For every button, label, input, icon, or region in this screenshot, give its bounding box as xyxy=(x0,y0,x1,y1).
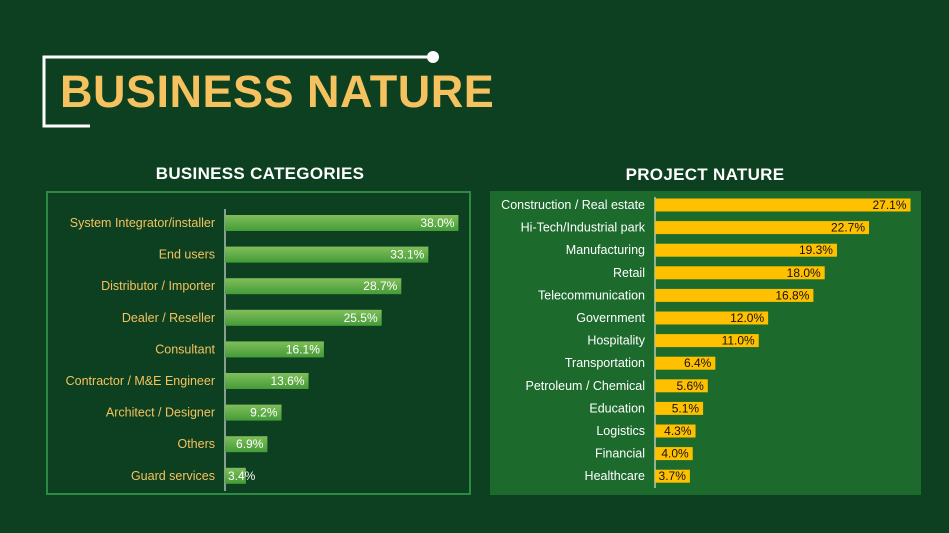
business-categories-category-label: Contractor / M&E Engineer xyxy=(66,374,215,388)
project-nature-value-label: 18.0% xyxy=(787,266,821,280)
project-nature-category-label: Hi-Tech/Industrial park xyxy=(521,221,646,235)
project-nature-value-label: 5.6% xyxy=(676,379,704,393)
project-nature-category-label: Telecommunication xyxy=(538,288,645,302)
project-nature-bar xyxy=(655,311,769,325)
business-categories-panel xyxy=(46,191,471,495)
project-nature-value-label: 16.8% xyxy=(775,288,809,302)
project-nature-value-label: 4.3% xyxy=(664,424,692,438)
business-categories-bar xyxy=(225,215,459,231)
project-nature-bar xyxy=(655,243,837,257)
business-categories-category-label: Distributor / Importer xyxy=(101,279,215,293)
page-title: BUSINESS NATURE xyxy=(60,66,495,117)
project-nature-bar xyxy=(655,447,693,461)
project-nature-category-label: Retail xyxy=(613,266,645,280)
business-categories-value-label: 16.1% xyxy=(286,342,320,356)
project-nature-category-label: Healthcare xyxy=(585,469,645,483)
project-nature-bar xyxy=(655,334,759,348)
project-nature-value-label: 12.0% xyxy=(730,311,764,325)
project-nature-value-label: 27.1% xyxy=(872,198,906,212)
business-categories-value-label: 28.7% xyxy=(363,279,397,293)
business-categories-category-label: Guard services xyxy=(131,469,215,483)
project-nature-value-label: 6.4% xyxy=(684,356,712,370)
project-nature-value-label: 5.1% xyxy=(672,401,700,415)
project-nature-value-label: 11.0% xyxy=(722,334,755,348)
business-categories-bar xyxy=(225,341,324,358)
project-nature-category-label: Hospitality xyxy=(587,334,645,348)
project-nature-bar xyxy=(655,221,870,235)
business-categories-category-label: System Integrator/installer xyxy=(70,216,215,230)
project-nature-bar xyxy=(655,198,911,212)
project-nature-value-label: 19.3% xyxy=(799,243,833,257)
project-nature-category-label: Transportation xyxy=(565,356,645,370)
project-nature-bar xyxy=(655,401,704,415)
business-categories-value-label: 25.5% xyxy=(344,311,378,325)
business-categories-value-label: 33.1% xyxy=(390,248,424,262)
business-categories-category-label: Dealer / Reseller xyxy=(122,311,215,325)
business-categories-value-label: 13.6% xyxy=(271,374,305,388)
business-categories-value-label: 3.4% xyxy=(228,469,256,483)
business-categories-bar xyxy=(225,246,429,263)
project-nature-category-label: Education xyxy=(589,401,645,415)
project-nature-category-label: Financial xyxy=(595,447,645,461)
project-nature-bar xyxy=(655,379,708,393)
business-categories-bar xyxy=(225,467,246,484)
project-nature-title: PROJECT NATURE xyxy=(625,165,785,184)
project-nature-value-label: 22.7% xyxy=(831,221,865,235)
project-nature-category-label: Logistics xyxy=(596,424,645,438)
business-categories-bar xyxy=(225,309,382,326)
title-frame xyxy=(42,51,439,128)
business-categories-category-label: Consultant xyxy=(155,342,215,356)
business-categories-bar xyxy=(225,373,309,389)
project-nature-category-label: Government xyxy=(576,311,645,325)
business-categories-bar xyxy=(225,436,268,453)
business-categories-value-label: 38.0% xyxy=(420,216,454,230)
business-categories-category-label: Others xyxy=(177,437,215,451)
project-nature-bar xyxy=(655,266,825,280)
project-nature-value-label: 4.0% xyxy=(661,447,689,461)
business-categories-value-label: 6.9% xyxy=(236,437,264,451)
business-categories-bar xyxy=(225,278,402,295)
business-categories-value-label: 9.2% xyxy=(250,406,278,420)
project-nature-category-label: Petroleum / Chemical xyxy=(526,379,646,393)
title-frame-line xyxy=(42,55,432,128)
project-nature-bar xyxy=(655,424,696,438)
title-frame-dot xyxy=(427,51,439,63)
business-categories-title: BUSINESS CATEGORIES xyxy=(155,164,365,183)
project-nature-bar xyxy=(655,356,716,370)
project-nature-bar xyxy=(655,288,814,302)
project-nature-category-label: Construction / Real estate xyxy=(501,198,645,212)
business-categories-category-label: Architect / Designer xyxy=(106,406,215,420)
business-categories-category-label: End users xyxy=(159,248,215,262)
project-nature-value-label: 3.7% xyxy=(659,469,687,483)
project-nature-category-label: Manufacturing xyxy=(566,243,645,257)
project-nature-bar xyxy=(655,469,690,483)
business-categories-bar xyxy=(225,404,282,421)
